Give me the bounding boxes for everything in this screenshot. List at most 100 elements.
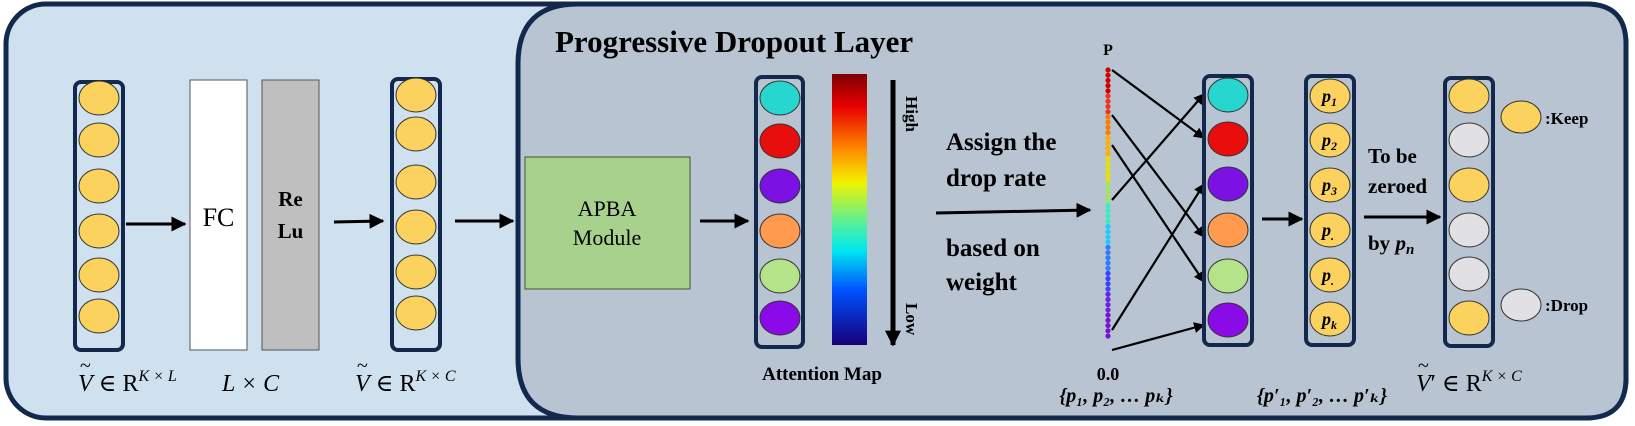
attention-cell: [759, 213, 801, 249]
attention-colorbar: [832, 74, 867, 345]
probability-dot: [1105, 182, 1111, 188]
attention-cells: [759, 80, 801, 336]
attention-cell: [759, 123, 801, 159]
probability-dot: [1105, 161, 1111, 167]
projected-feature-cells: [395, 77, 437, 331]
attention-cell: [759, 300, 801, 336]
drop-rate-cell: [1309, 301, 1351, 337]
probability-dot: [1105, 98, 1111, 104]
probability-dot: [1105, 265, 1111, 271]
probability-dot: [1105, 333, 1111, 339]
probability-dot: [1105, 203, 1111, 209]
probability-dot: [1105, 119, 1111, 125]
drop-legend-label: :Drop: [1545, 296, 1588, 315]
probability-dot: [1105, 124, 1111, 130]
probability-dot: [1105, 260, 1111, 266]
zeroed-text-line1: To be: [1368, 144, 1417, 168]
drop-rate-label: p1: [1320, 86, 1337, 109]
output-cell: [1448, 78, 1490, 114]
feature-cell: [395, 209, 437, 245]
probability-dot: [1105, 67, 1111, 73]
zeroed-text-line2: zeroed: [1368, 174, 1427, 198]
probability-dot: [1105, 88, 1111, 94]
output-cell: [1448, 122, 1490, 158]
low-label: Low: [902, 303, 921, 336]
probability-dot: [1105, 171, 1111, 177]
projected-shape-formula: V ∈ RK × C: [355, 368, 456, 397]
drop-rate-label: pk: [1320, 309, 1337, 332]
feature-cell: [395, 77, 437, 113]
probability-dot: [1105, 281, 1111, 287]
probability-dot: [1105, 77, 1111, 84]
probability-dot: [1105, 150, 1111, 157]
drop-rate-label: p.: [1320, 265, 1334, 288]
probability-dot: [1105, 307, 1111, 313]
probability-dot: [1105, 83, 1111, 89]
projected-tilde: ~: [357, 355, 368, 377]
probability-dot: [1105, 197, 1111, 203]
arrow-relu-to-features: [333, 213, 385, 229]
attention-cell: [759, 168, 801, 204]
drop-rate-cell: [1309, 167, 1351, 203]
output-cell: [1448, 300, 1490, 336]
feature-cell: [78, 257, 120, 293]
drop-rate-cell: [1309, 257, 1351, 293]
feature-cell: [395, 254, 437, 290]
probability-dot: [1105, 114, 1111, 120]
zeroed-text-line3: by pn: [1368, 231, 1414, 258]
probability-dot: [1105, 213, 1111, 219]
output-cell: [1448, 212, 1490, 248]
attention-map-label: Attention Map: [762, 364, 882, 385]
probability-dot: [1105, 72, 1111, 78]
relu-label-line2: Lu: [278, 219, 304, 243]
feature-cell: [78, 168, 120, 204]
high-label: High: [902, 96, 921, 132]
probability-dot: [1105, 223, 1111, 230]
feature-cell: [78, 122, 120, 158]
probability-dot: [1105, 166, 1111, 172]
probability-dot: [1105, 234, 1111, 240]
probability-dot: [1105, 286, 1111, 292]
probability-dot: [1105, 249, 1111, 256]
feature-cell: [395, 295, 437, 331]
probability-dot: [1105, 244, 1111, 250]
assigned-cell: [1207, 121, 1249, 157]
drop-rate-cell: [1309, 122, 1351, 158]
probability-dot: [1105, 208, 1111, 214]
based-text-line1: based on: [946, 235, 1040, 262]
assigned-cell: [1207, 212, 1249, 248]
feature-cell: [395, 164, 437, 200]
probability-dot: [1105, 302, 1111, 308]
keep-legend-swatch: [1500, 100, 1542, 134]
p-set-formula: {p₁, p₂, … pₖ}: [1059, 385, 1172, 407]
probability-dot: [1105, 176, 1111, 183]
drop-rate-cell: [1309, 212, 1351, 248]
assign-text-line1: Assign the: [946, 129, 1056, 156]
output-column: [1443, 76, 1495, 348]
feature-cell: [78, 298, 120, 334]
probability-dot: [1105, 145, 1111, 151]
keep-legend-label: :Keep: [1545, 109, 1588, 128]
attention-column: [754, 75, 805, 349]
probability-dot: [1105, 291, 1111, 297]
probability-dot: [1105, 103, 1111, 110]
input-shape-formula: V ∈ RK × L: [78, 368, 177, 397]
output-cells: [1448, 78, 1490, 336]
attention-cell: [759, 80, 801, 116]
drop-rate-label: p2: [1320, 130, 1337, 153]
assign-arrow: [935, 202, 1092, 218]
rate-assignment-arrows: [1111, 69, 1206, 352]
drop-rate-cells: p1 p2 p3 p. p. pk: [1309, 78, 1351, 337]
probability-dot: [1105, 328, 1111, 334]
p-scale-top-label: P: [1103, 42, 1113, 59]
output-cell: [1448, 167, 1490, 203]
p-prime-set-formula: {p′₁, p′₂, … p′ₖ}: [1257, 385, 1387, 407]
output-tilde: ~: [1418, 355, 1429, 377]
probability-dot: [1105, 229, 1111, 235]
probability-dot: [1105, 317, 1111, 323]
probability-dot: [1105, 239, 1111, 245]
probability-dot: [1105, 187, 1111, 193]
feature-cell: [78, 80, 120, 116]
assigned-cell: [1207, 258, 1249, 294]
drop-legend-swatch: [1500, 288, 1542, 322]
